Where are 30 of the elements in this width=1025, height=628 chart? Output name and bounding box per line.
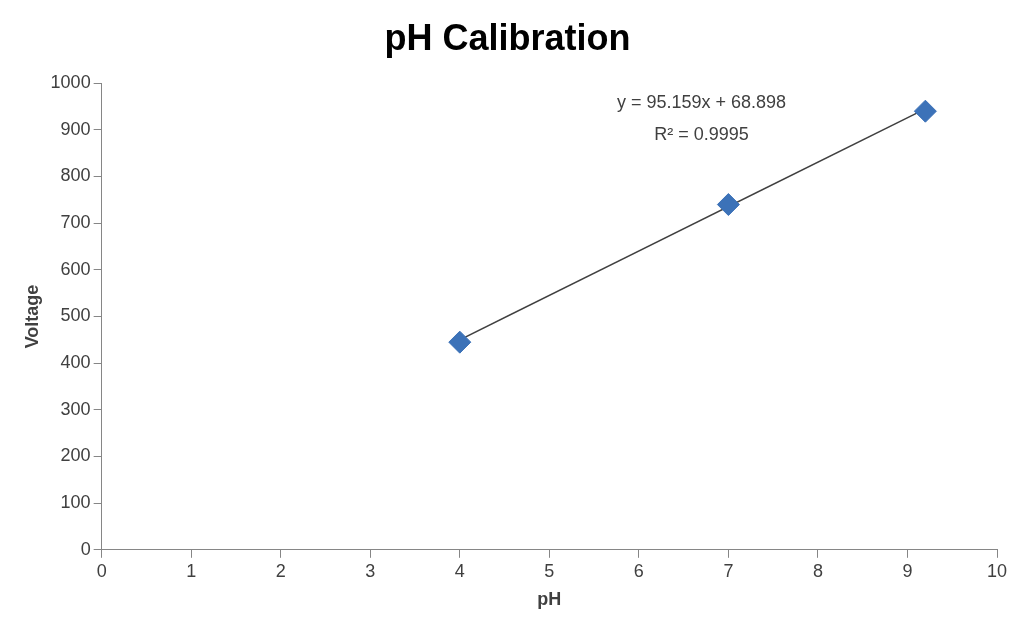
x-tick-label: 8 bbox=[812, 560, 823, 581]
annotation: R² = 0.9995 bbox=[654, 124, 749, 145]
y-tick-label: 1000 bbox=[50, 72, 91, 93]
x-tick-label: 6 bbox=[633, 560, 644, 581]
y-tick-label: 500 bbox=[60, 305, 91, 326]
y-tick-label: 100 bbox=[60, 492, 91, 513]
x-tick-label: 4 bbox=[454, 560, 465, 581]
x-tick-label: 7 bbox=[723, 560, 734, 581]
point bbox=[716, 193, 740, 217]
x-tick-label: 0 bbox=[96, 560, 107, 581]
y-tick-label: 300 bbox=[60, 398, 91, 419]
y-tick-label: 800 bbox=[60, 165, 91, 186]
y-tick-label: 400 bbox=[60, 352, 91, 373]
x-tick-label: 1 bbox=[186, 560, 197, 581]
annotation: y = 95.159x + 68.898 bbox=[616, 92, 787, 113]
chart-title: pH Calibration bbox=[384, 16, 631, 58]
y-tick-label: 600 bbox=[60, 258, 91, 279]
y-tick-label: 200 bbox=[60, 445, 91, 466]
x-tick-label: 3 bbox=[365, 560, 376, 581]
x-axis-title: pH bbox=[537, 589, 562, 610]
x-tick-label: 9 bbox=[902, 560, 913, 581]
y-tick-label: 900 bbox=[60, 118, 91, 139]
point bbox=[448, 330, 472, 354]
y-tick-label: 0 bbox=[80, 538, 91, 559]
x-tick-label: 10 bbox=[986, 560, 1008, 581]
y-axis-title: Voltage bbox=[21, 284, 42, 349]
x-tick-label: 5 bbox=[544, 560, 555, 581]
point bbox=[913, 99, 937, 123]
y-tick-label: 700 bbox=[60, 212, 91, 233]
x-tick-label: 2 bbox=[275, 560, 286, 581]
